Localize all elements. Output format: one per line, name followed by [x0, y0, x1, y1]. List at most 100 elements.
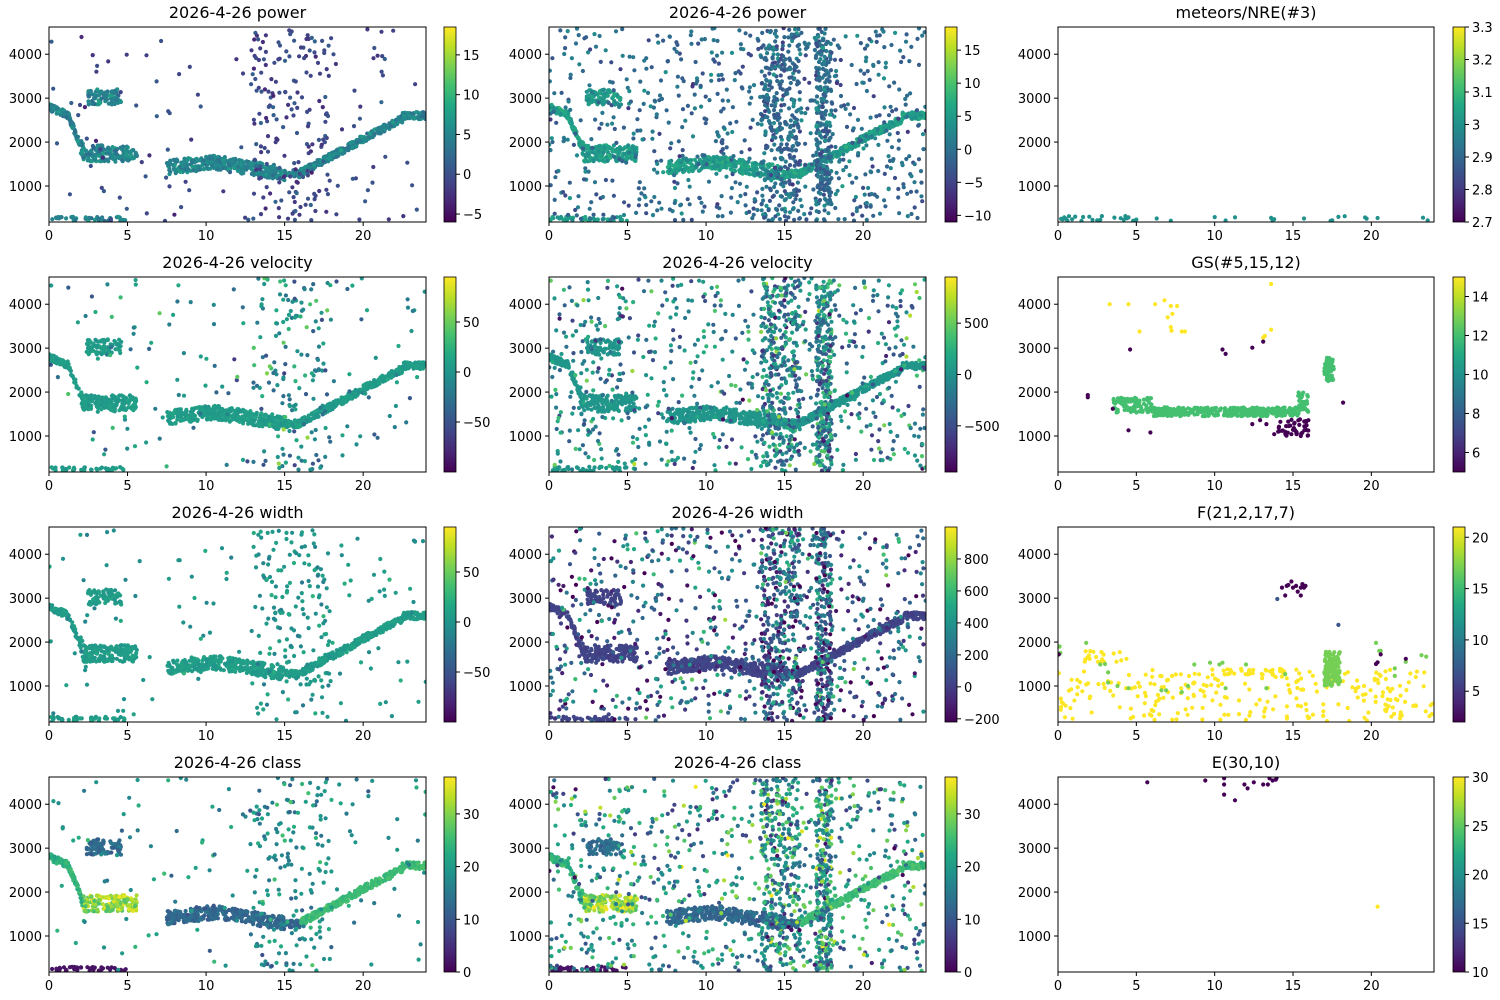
data-point: [898, 48, 903, 53]
data-point: [293, 167, 298, 172]
data-point: [854, 206, 860, 211]
data-point: [814, 124, 819, 129]
data-point: [144, 211, 149, 216]
data-point: [95, 409, 100, 414]
data-point: [776, 59, 781, 64]
data-point: [1364, 216, 1369, 221]
data-point: [249, 48, 254, 53]
colorbar-tick-label: 15: [463, 49, 480, 64]
data-point: [675, 84, 680, 89]
data-point: [849, 62, 854, 68]
data-point: [791, 191, 796, 196]
data-point: [262, 145, 267, 151]
data-point: [590, 95, 595, 100]
data-point: [750, 216, 755, 221]
data-point: [254, 88, 259, 93]
data-point: [624, 218, 629, 222]
data-point: [195, 92, 200, 97]
data-point: [847, 159, 852, 164]
data-point: [357, 217, 362, 222]
data-point: [802, 76, 807, 81]
data-point: [563, 35, 568, 40]
data-point: [850, 140, 855, 145]
data-point: [661, 170, 666, 175]
data-point: [891, 157, 896, 162]
data-point: [905, 191, 910, 196]
data-point: [576, 194, 581, 199]
data-point: [869, 191, 874, 197]
data-point: [767, 162, 772, 167]
data-point: [892, 80, 897, 85]
data-point: [114, 97, 119, 102]
data-point: [915, 112, 920, 117]
data-point: [796, 27, 801, 32]
data-point: [780, 47, 785, 52]
data-point: [867, 37, 872, 42]
data-point: [828, 154, 834, 159]
data-point: [269, 77, 274, 82]
data-point: [173, 420, 178, 425]
data-point: [763, 85, 768, 90]
data-point: [559, 90, 564, 95]
data-point: [743, 203, 748, 208]
data-point: [183, 164, 188, 169]
data-point: [759, 201, 764, 206]
data-point: [744, 163, 749, 168]
data-point: [793, 148, 799, 153]
data-point: [817, 130, 822, 135]
data-point: [823, 27, 828, 31]
data-point: [921, 147, 926, 152]
data-point: [116, 214, 121, 219]
data-point: [268, 191, 273, 196]
data-point: [271, 173, 276, 178]
data-point: [132, 402, 138, 407]
data-point: [76, 113, 81, 118]
data-point: [277, 165, 282, 170]
data-point: [309, 170, 314, 175]
data-point: [818, 57, 823, 62]
data-point: [317, 71, 323, 76]
data-point: [308, 73, 313, 78]
data-point: [642, 88, 647, 93]
data-point: [862, 192, 867, 197]
data-point: [292, 38, 297, 43]
data-point: [326, 43, 331, 48]
data-point: [557, 216, 562, 221]
data-point: [267, 103, 272, 108]
data-point: [649, 199, 654, 204]
data-point: [306, 151, 311, 156]
data-point: [858, 41, 864, 46]
data-point: [923, 128, 926, 133]
data-point: [358, 104, 363, 109]
data-point: [124, 206, 129, 211]
data-point: [322, 50, 327, 56]
data-point: [317, 162, 322, 167]
data-point: [823, 108, 829, 114]
data-point: [827, 79, 832, 84]
data-point: [773, 115, 778, 120]
data-point: [852, 198, 857, 203]
data-point: [831, 37, 836, 42]
data-point: [796, 58, 801, 64]
data-point: [912, 205, 917, 210]
data-point: [896, 195, 901, 200]
data-point: [855, 117, 861, 122]
data-point: [50, 217, 55, 222]
data-point: [868, 129, 874, 134]
data-point: [227, 163, 232, 168]
data-point: [681, 163, 687, 168]
data-point: [706, 155, 711, 160]
data-point: [568, 75, 573, 81]
data-point: [786, 134, 791, 139]
data-point: [814, 69, 819, 75]
data-point: [1098, 217, 1103, 222]
data-point: [273, 199, 278, 204]
data-point: [624, 77, 629, 82]
x-tick-label: 0: [1054, 229, 1062, 244]
data-point: [817, 104, 822, 109]
data-point: [645, 90, 651, 95]
data-point: [649, 65, 654, 70]
data-point: [764, 77, 769, 82]
data-point: [620, 53, 625, 58]
data-point: [309, 218, 314, 222]
